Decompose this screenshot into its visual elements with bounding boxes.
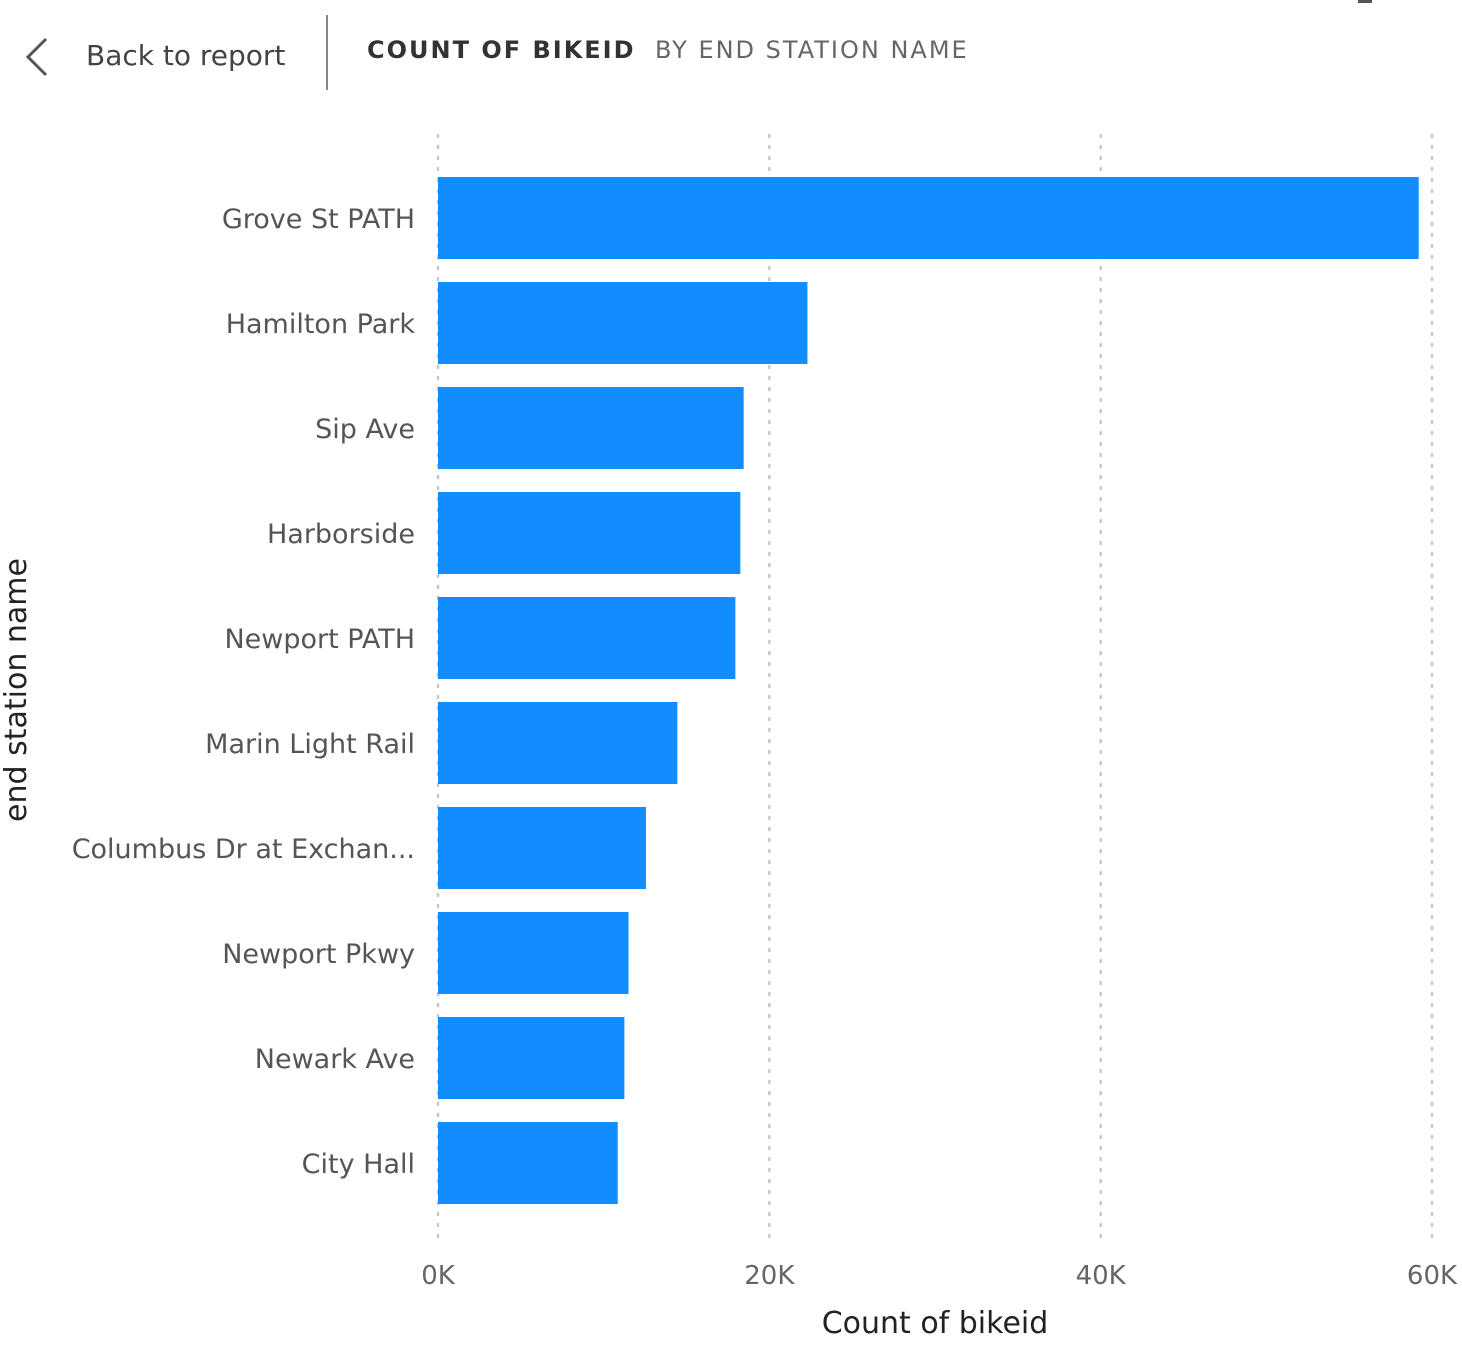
category-label: City Hall xyxy=(302,1149,415,1180)
bar[interactable] xyxy=(438,807,646,889)
category-label: Harborside xyxy=(267,519,415,550)
x-tick-label: 20K xyxy=(744,1261,795,1291)
bar[interactable] xyxy=(438,912,629,994)
category-label: Newport PATH xyxy=(224,624,415,655)
chevron-left-icon xyxy=(25,37,48,77)
back-to-report-button[interactable]: Back to report xyxy=(18,30,285,80)
bar[interactable] xyxy=(438,282,808,364)
bar[interactable] xyxy=(438,1017,625,1099)
header-divider xyxy=(326,15,328,90)
category-label: Marin Light Rail xyxy=(205,729,415,760)
x-tick-label: 60K xyxy=(1407,1261,1458,1291)
category-label: Columbus Dr at Exchan... xyxy=(72,834,415,865)
category-label: Grove St PATH xyxy=(222,204,415,235)
visual-subtitle: BY END STATION NAME xyxy=(655,36,969,64)
visual-title: COUNT OF BIKEID xyxy=(367,36,636,64)
back-to-report-label: Back to report xyxy=(86,38,286,72)
category-labels: Grove St PATH Hamilton Park Sip Ave Harbors… xyxy=(72,204,416,1180)
x-tick-labels: 0K 20K 40K 60K xyxy=(421,1261,1458,1291)
corner-mark xyxy=(1358,0,1372,3)
bar[interactable] xyxy=(438,1122,618,1204)
bar[interactable] xyxy=(438,702,678,784)
category-label: Newport Pkwy xyxy=(222,939,415,970)
x-axis-title: Count of bikeid xyxy=(822,1306,1049,1341)
category-label: Sip Ave xyxy=(315,414,415,445)
bar[interactable] xyxy=(438,597,736,679)
x-tick-label: 40K xyxy=(1076,1261,1127,1291)
category-label: Newark Ave xyxy=(255,1044,415,1075)
bars xyxy=(438,177,1419,1204)
x-tick-label: 0K xyxy=(421,1261,456,1291)
y-axis-title: end station name xyxy=(0,558,34,822)
bar[interactable] xyxy=(438,492,741,574)
bar[interactable] xyxy=(438,387,744,469)
bar[interactable] xyxy=(438,177,1419,259)
category-label: Hamilton Park xyxy=(226,309,416,340)
